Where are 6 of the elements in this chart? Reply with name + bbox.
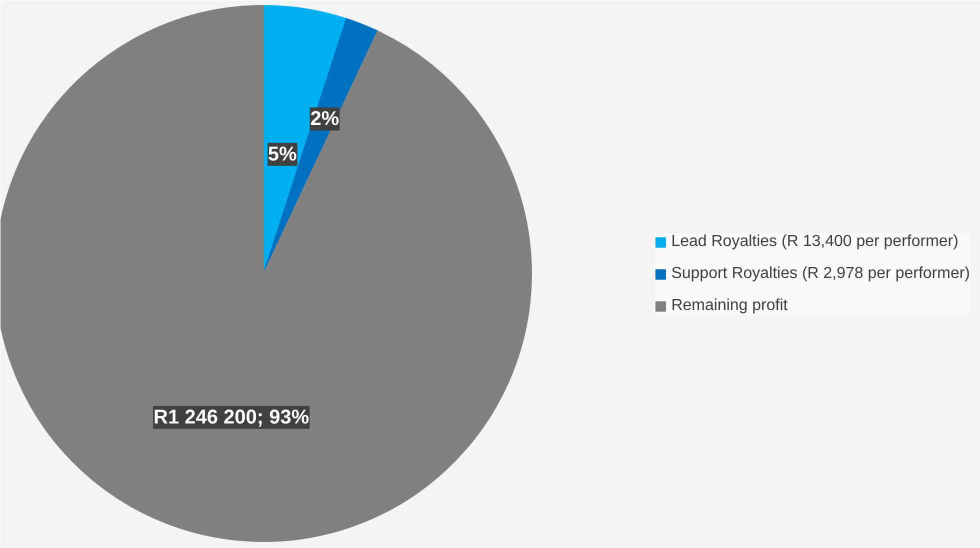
legend-label: Lead Royalties (R 13,400 per performer) — [671, 233, 958, 251]
data-label: R1 246 200; 93% — [154, 406, 310, 428]
legend-label: Support Royalties (R 2,978 per performer) — [671, 265, 970, 283]
legend-label: Remaining profit — [671, 297, 788, 315]
data-label: 5% — [268, 143, 298, 166]
data-label: 2% — [310, 108, 340, 130]
